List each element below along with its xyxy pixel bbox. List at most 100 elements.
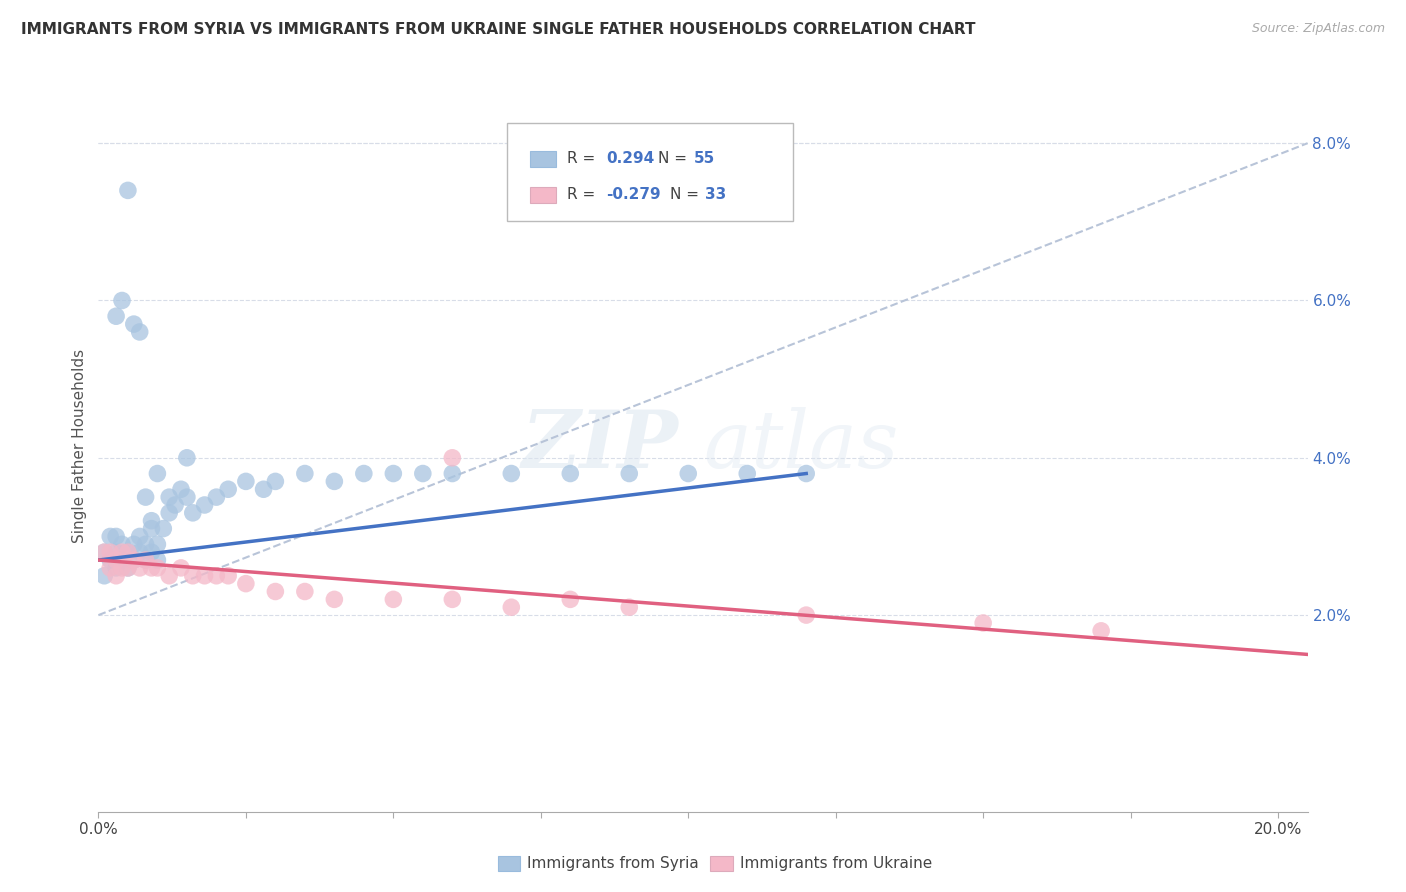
Point <box>93 568 115 582</box>
Point <box>323 592 346 607</box>
Text: atlas: atlas <box>703 408 898 484</box>
Point <box>217 482 239 496</box>
Point <box>141 522 163 536</box>
Point <box>217 568 239 582</box>
Text: Source: ZipAtlas.com: Source: ZipAtlas.com <box>1251 22 1385 36</box>
Point <box>252 482 274 496</box>
Point <box>323 475 346 489</box>
Point <box>972 615 994 630</box>
Point <box>264 475 287 489</box>
Point <box>117 545 139 559</box>
Point <box>382 467 405 481</box>
Point <box>294 584 316 599</box>
Point <box>128 325 150 339</box>
Point <box>98 529 121 543</box>
Point <box>117 545 139 559</box>
Point <box>146 553 169 567</box>
Point <box>205 568 228 582</box>
Point <box>181 506 204 520</box>
Point <box>117 561 139 575</box>
Point <box>794 467 817 481</box>
Point <box>412 467 434 481</box>
Point <box>501 467 523 481</box>
Text: -0.279: -0.279 <box>606 187 661 202</box>
Text: Immigrants from Syria: Immigrants from Syria <box>527 856 699 871</box>
Point <box>111 293 134 308</box>
Point <box>560 467 582 481</box>
Point <box>170 561 193 575</box>
Point <box>98 553 121 567</box>
Point <box>152 522 174 536</box>
Point <box>353 467 375 481</box>
Point <box>128 561 150 575</box>
Point <box>294 467 316 481</box>
Point <box>122 553 145 567</box>
Point <box>157 490 180 504</box>
Point <box>235 576 257 591</box>
Point <box>194 568 217 582</box>
Point <box>194 498 217 512</box>
Text: 55: 55 <box>693 152 714 167</box>
Point <box>205 490 228 504</box>
Point <box>93 545 115 559</box>
Point <box>135 537 157 551</box>
Point <box>111 537 134 551</box>
Point <box>141 561 163 575</box>
Text: R =: R = <box>567 152 600 167</box>
Point <box>93 545 115 559</box>
Point <box>128 545 150 559</box>
Point <box>157 568 180 582</box>
Point <box>98 545 121 559</box>
Point <box>141 545 163 559</box>
Point <box>794 608 817 623</box>
Point <box>111 553 134 567</box>
Point <box>105 568 128 582</box>
Text: R =: R = <box>567 187 600 202</box>
Point <box>146 467 169 481</box>
Point <box>111 545 134 559</box>
Point <box>235 475 257 489</box>
Point <box>135 490 157 504</box>
Point <box>122 317 145 331</box>
Point <box>122 553 145 567</box>
Point <box>146 537 169 551</box>
Point <box>441 467 464 481</box>
Point <box>181 568 204 582</box>
Text: ZIP: ZIP <box>522 408 679 484</box>
Point <box>105 310 128 324</box>
Point <box>105 553 128 567</box>
Point <box>111 561 134 575</box>
Point <box>128 529 150 543</box>
Point <box>98 561 121 575</box>
Point <box>619 600 641 615</box>
Point <box>157 506 180 520</box>
Point <box>141 514 163 528</box>
Point <box>176 490 198 504</box>
Point <box>735 467 758 481</box>
Text: IMMIGRANTS FROM SYRIA VS IMMIGRANTS FROM UKRAINE SINGLE FATHER HOUSEHOLDS CORREL: IMMIGRANTS FROM SYRIA VS IMMIGRANTS FROM… <box>21 22 976 37</box>
Point <box>1090 624 1112 638</box>
Point <box>501 600 523 615</box>
Point <box>678 467 700 481</box>
Point <box>135 553 157 567</box>
Text: Immigrants from Ukraine: Immigrants from Ukraine <box>740 856 932 871</box>
Point <box>117 183 139 197</box>
Point <box>170 482 193 496</box>
Text: 0.294: 0.294 <box>606 152 655 167</box>
Text: N =: N = <box>669 187 703 202</box>
Point <box>441 450 464 465</box>
Point <box>264 584 287 599</box>
Point <box>382 592 405 607</box>
Point <box>146 561 169 575</box>
Point <box>441 592 464 607</box>
Point <box>105 545 128 559</box>
Point <box>619 467 641 481</box>
Text: 33: 33 <box>704 187 725 202</box>
Point <box>560 592 582 607</box>
Point <box>176 450 198 465</box>
Text: N =: N = <box>658 152 692 167</box>
Point <box>105 561 128 575</box>
Point <box>135 553 157 567</box>
Point <box>117 561 139 575</box>
Point <box>105 529 128 543</box>
